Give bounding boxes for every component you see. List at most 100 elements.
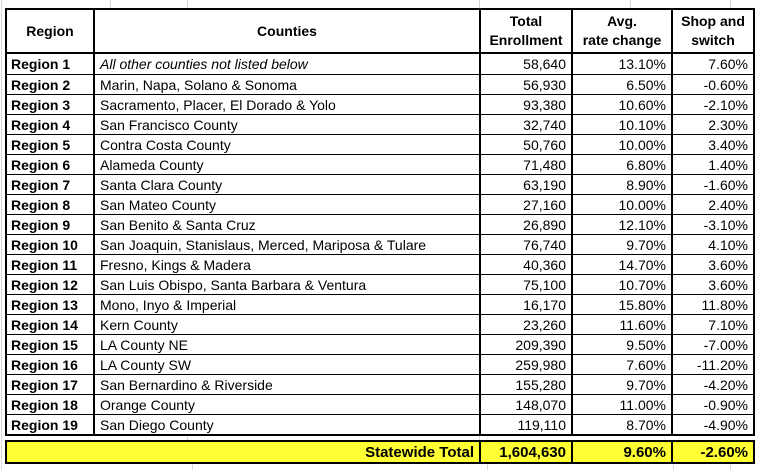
region-cell: Region 4 xyxy=(11,116,71,133)
table-header-row: Region Counties Total Enrollment Avg. ra… xyxy=(7,10,753,54)
region-cell: Region 17 xyxy=(11,376,78,393)
counties-cell: Marin, Napa, Solano & Sonoma xyxy=(93,75,479,94)
enrollment-cell: 32,740 xyxy=(479,115,571,134)
counties-cell: San Benito & Santa Cruz xyxy=(93,215,479,234)
table-row: Region 13 Mono, Inyo & Imperial 16,170 1… xyxy=(7,294,753,314)
regions-table: Region Counties Total Enrollment Avg. ra… xyxy=(5,8,755,436)
enrollment-cell: 148,070 xyxy=(479,395,571,414)
shop-switch-cell: -4.90% xyxy=(671,415,753,434)
counties-cell: Sacramento, Placer, El Dorado & Yolo xyxy=(93,95,479,114)
shop-switch-cell: -3.10% xyxy=(671,215,753,234)
shop-switch-cell: 3.40% xyxy=(671,135,753,154)
statewide-total-label: Statewide Total xyxy=(365,443,474,461)
region-cell: Region 19 xyxy=(11,416,78,433)
rate-change-cell: 8.70% xyxy=(571,415,671,434)
statewide-total-row: Statewide Total 1,604,630 9.60% -2.60% xyxy=(5,440,755,464)
rate-change-cell: 7.60% xyxy=(571,355,671,374)
enrollment-cell: 259,980 xyxy=(479,355,571,374)
region-cell: Region 5 xyxy=(11,136,71,153)
region-cell: Region 12 xyxy=(11,276,78,293)
sheet-gridline xyxy=(673,464,674,470)
region-cell: Region 11 xyxy=(11,256,78,273)
enrollment-cell: 26,890 xyxy=(479,215,571,234)
statewide-total-rate-change: 9.60% xyxy=(571,442,671,462)
counties-cell: Alameda County xyxy=(93,155,479,174)
sheet-gridline xyxy=(479,432,480,440)
enrollment-cell: 23,260 xyxy=(479,315,571,334)
shop-switch-cell: 2.30% xyxy=(671,115,753,134)
sheet-gridline xyxy=(730,464,731,470)
table-row: Region 3 Sacramento, Placer, El Dorado &… xyxy=(7,94,753,114)
header-total-enrollment: Total Enrollment xyxy=(479,10,571,52)
enrollment-cell: 40,360 xyxy=(479,255,571,274)
rate-change-cell: 15.80% xyxy=(571,295,671,314)
shop-switch-cell: -4.20% xyxy=(671,375,753,394)
shop-switch-cell: -7.00% xyxy=(671,335,753,354)
enrollment-cell: 155,280 xyxy=(479,375,571,394)
region-cell: Region 14 xyxy=(11,316,78,333)
header-counties: Counties xyxy=(93,10,479,52)
table-row: Region 14 Kern County 23,260 11.60% 7.10… xyxy=(7,314,753,334)
shop-switch-cell: 7.10% xyxy=(671,315,753,334)
region-cell: Region 3 xyxy=(11,96,71,113)
counties-cell: San Bernardino & Riverside xyxy=(93,375,479,394)
counties-cell: Mono, Inyo & Imperial xyxy=(93,295,479,314)
counties-cell: All other counties not listed below xyxy=(93,54,479,74)
enrollment-cell: 16,170 xyxy=(479,295,571,314)
sheet-gridline xyxy=(479,0,480,8)
counties-cell: Fresno, Kings & Madera xyxy=(93,255,479,274)
enrollment-cell: 50,760 xyxy=(479,135,571,154)
counties-cell: San Mateo County xyxy=(93,195,479,214)
shop-switch-cell: 4.10% xyxy=(671,235,753,254)
header-avg-rate-change: Avg. rate change xyxy=(571,10,671,52)
table-row: Region 2 Marin, Napa, Solano & Sonoma 56… xyxy=(7,74,753,94)
shop-switch-cell: -0.60% xyxy=(671,75,753,94)
enrollment-cell: 93,380 xyxy=(479,95,571,114)
rate-change-cell: 14.70% xyxy=(571,255,671,274)
counties-cell: Contra Costa County xyxy=(93,135,479,154)
sheet-gridline xyxy=(487,464,488,470)
table-row: Region 12 San Luis Obispo, Santa Barbara… xyxy=(7,274,753,294)
enrollment-cell: 63,190 xyxy=(479,175,571,194)
header-region: Region xyxy=(26,22,74,39)
rate-change-cell: 12.10% xyxy=(571,215,671,234)
enrollment-cell: 56,930 xyxy=(479,75,571,94)
counties-cell: San Luis Obispo, Santa Barbara & Ventura xyxy=(93,275,479,294)
counties-cell: LA County NE xyxy=(93,335,479,354)
enrollment-cell: 58,640 xyxy=(479,54,571,74)
sheet-gridline xyxy=(110,0,111,8)
counties-cell: Kern County xyxy=(93,315,479,334)
table-row: Region 1 All other counties not listed b… xyxy=(7,54,753,74)
table-row: Region 6 Alameda County 71,480 6.80% 1.4… xyxy=(7,154,753,174)
table-row: Region 10 San Joaquin, Stanislaus, Merce… xyxy=(7,234,753,254)
shop-switch-cell: 2.40% xyxy=(671,195,753,214)
counties-cell: Orange County xyxy=(93,395,479,414)
shop-switch-cell: -2.10% xyxy=(671,95,753,114)
rate-change-cell: 10.70% xyxy=(571,275,671,294)
rate-change-cell: 6.80% xyxy=(571,155,671,174)
shop-switch-cell: -11.20% xyxy=(671,355,753,374)
table-row: Region 8 San Mateo County 27,160 10.00% … xyxy=(7,194,753,214)
rate-change-cell: 11.60% xyxy=(571,315,671,334)
region-cell: Region 7 xyxy=(11,176,71,193)
sheet-gridline xyxy=(187,0,188,8)
enrollment-cell: 27,160 xyxy=(479,195,571,214)
table-row: Region 18 Orange County 148,070 11.00% -… xyxy=(7,394,753,414)
region-cell: Region 13 xyxy=(11,296,78,313)
shop-switch-cell: -1.60% xyxy=(671,175,753,194)
table-row: Region 16 LA County SW 259,980 7.60% -11… xyxy=(7,354,753,374)
sheet-gridline xyxy=(187,432,188,440)
sheet-gridline xyxy=(192,464,193,470)
shop-switch-cell: 11.80% xyxy=(671,295,753,314)
shop-switch-cell: 3.60% xyxy=(671,255,753,274)
rate-change-cell: 9.50% xyxy=(571,335,671,354)
table-row: Region 15 LA County NE 209,390 9.50% -7.… xyxy=(7,334,753,354)
enrollment-cell: 119,110 xyxy=(479,415,571,434)
header-shop-and-switch: Shop and switch xyxy=(671,10,753,52)
rate-change-cell: 9.70% xyxy=(571,235,671,254)
enrollment-cell: 75,100 xyxy=(479,275,571,294)
rate-change-cell: 10.00% xyxy=(571,135,671,154)
rate-change-cell: 9.70% xyxy=(571,375,671,394)
counties-cell: San Diego County xyxy=(93,415,479,434)
